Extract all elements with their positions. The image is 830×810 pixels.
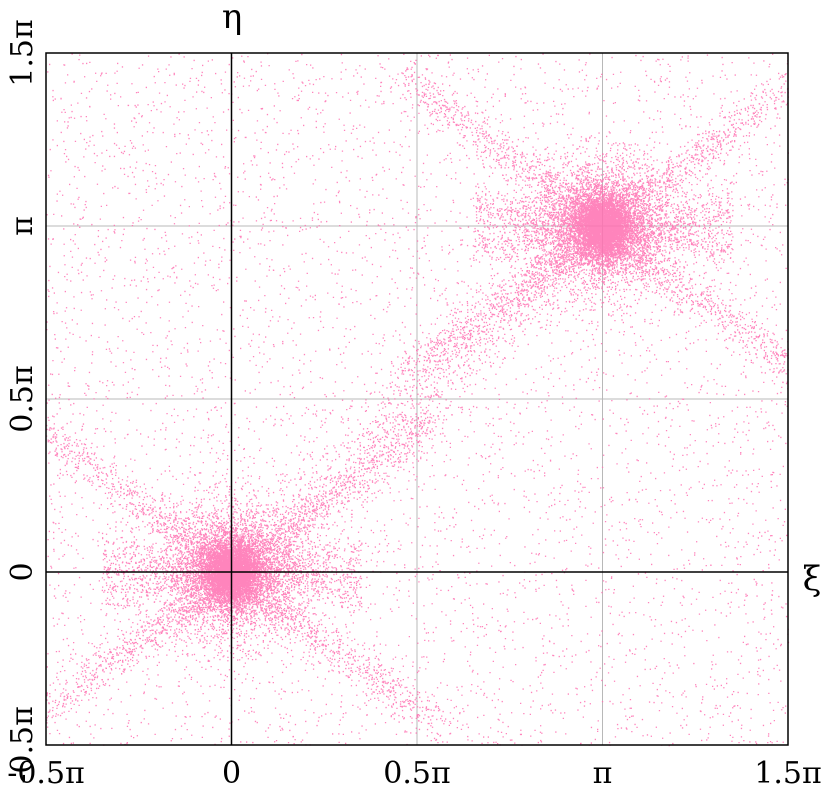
plot-frame bbox=[45, 52, 789, 746]
x-tick-label-3: π bbox=[593, 756, 613, 791]
y-tick-label-2: 0.5π bbox=[5, 365, 40, 432]
y-tick-label-4: 1.5π bbox=[5, 19, 40, 86]
y-tick-label-3: π bbox=[5, 216, 40, 236]
y-tick-labels: -0.5π 0 0.5π π 1.5π bbox=[5, 19, 40, 784]
x-axis-label: ξ bbox=[803, 559, 822, 599]
x-tick-labels: -0.5π 0 0.5π π 1.5π bbox=[7, 756, 822, 791]
x-tick-label-4: 1.5π bbox=[754, 756, 821, 791]
y-axis-label: η bbox=[222, 0, 242, 37]
y-tick-label-0: -0.5π bbox=[5, 706, 40, 784]
x-tick-label-1: 0 bbox=[222, 756, 241, 791]
axes bbox=[46, 53, 788, 745]
y-tick-label-1: 0 bbox=[5, 562, 40, 581]
x-tick-label-0: -0.5π bbox=[7, 756, 85, 791]
x-tick-label-2: 0.5π bbox=[383, 756, 450, 791]
